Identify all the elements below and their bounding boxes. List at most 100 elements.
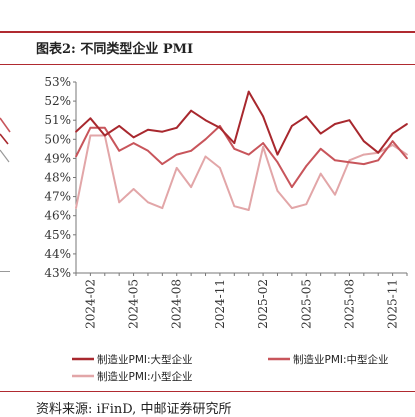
data-point [305, 115, 308, 118]
data-point [334, 123, 336, 125]
y-tick-label: 47% [44, 190, 71, 204]
x-tick-label: 2024-02 [83, 279, 97, 329]
source-note: 资料来源: iFinD, 中邮证券研究所 [36, 402, 232, 417]
data-point [362, 163, 365, 166]
x-tick-label: 2025-02 [256, 279, 270, 329]
data-point [118, 201, 121, 204]
data-point [362, 153, 365, 156]
data-point [190, 149, 193, 152]
data-point [377, 151, 380, 154]
data-point [219, 125, 221, 127]
data-point [175, 167, 178, 169]
series-layer [75, 90, 408, 211]
y-tick-label: 44% [44, 247, 71, 261]
data-point [161, 130, 164, 133]
data-point [391, 132, 394, 135]
data-point [362, 140, 365, 143]
legend-label-large: 制造业PMI:大型企业 [97, 353, 193, 366]
y-tick-label: 46% [44, 209, 71, 223]
data-point [391, 140, 394, 143]
data-point [334, 159, 336, 162]
data-point [291, 125, 293, 127]
data-point [204, 155, 207, 158]
data-point [89, 126, 92, 129]
x-tick-label: 2024-05 [127, 279, 141, 329]
data-point [305, 203, 308, 206]
data-point [103, 134, 106, 137]
data-point [161, 207, 164, 210]
series-line-medium-enterprise [75, 124, 408, 189]
data-point [147, 128, 149, 131]
data-point [348, 119, 351, 122]
series-line-large-enterprise [75, 90, 408, 156]
data-point [175, 126, 178, 129]
data-point [233, 142, 236, 145]
data-point [262, 115, 264, 118]
data-point [103, 126, 106, 129]
data-point [204, 138, 207, 141]
data-point [276, 190, 279, 192]
data-point [147, 201, 149, 204]
y-tick-label: 45% [44, 228, 71, 242]
y-tick-label: 50% [44, 132, 71, 146]
data-point [319, 132, 322, 135]
data-point [247, 153, 250, 156]
legend-label-medium: 制造业PMI:中型企业 [293, 353, 389, 366]
data-point [204, 119, 207, 122]
data-point [190, 186, 193, 189]
data-point [75, 130, 77, 133]
data-point [334, 193, 336, 196]
y-tick-label: 53% [44, 75, 71, 89]
data-point [132, 142, 135, 145]
data-point [219, 126, 221, 129]
series-points-medium [75, 125, 408, 189]
data-point [219, 167, 221, 169]
data-point [291, 186, 293, 189]
data-point [276, 153, 279, 156]
data-point [262, 142, 264, 145]
y-tick-label: 52% [44, 94, 71, 108]
data-point [118, 125, 121, 127]
x-tick-label: 2024-11 [213, 279, 227, 329]
series-line-small-enterprise [75, 134, 408, 211]
series-points-small [75, 134, 408, 211]
y-tick-label: 49% [44, 151, 71, 165]
data-point [89, 134, 92, 137]
data-point [175, 153, 178, 156]
data-point [147, 149, 149, 152]
data-point [406, 153, 408, 156]
adjacent-chart-fragment [0, 117, 11, 163]
data-point [262, 146, 264, 148]
data-point [247, 90, 250, 93]
data-point [233, 205, 236, 208]
data-point [406, 157, 408, 160]
data-point [132, 136, 135, 139]
data-point [89, 117, 92, 120]
data-point [233, 147, 236, 150]
y-axis: 43% 44% 45% 46% 47% 48% 49% 50% 51% 52% 53% [44, 75, 77, 280]
data-point [75, 207, 77, 210]
data-point [247, 209, 250, 211]
data-point [319, 172, 322, 175]
y-tick-label: 43% [44, 266, 71, 280]
chart-title: 图表2: 不同类型企业 PMI [36, 42, 194, 57]
y-tick-label: 51% [44, 113, 71, 127]
data-point [406, 123, 408, 125]
header-top-rule [0, 31, 415, 33]
x-tick-label: 2024-08 [170, 279, 184, 329]
footer-rule [0, 391, 415, 392]
x-tick-label: 2025-08 [342, 279, 356, 329]
data-point [291, 207, 293, 210]
y-tick-label: 48% [44, 171, 71, 185]
data-point [276, 161, 279, 164]
title-rule [0, 64, 415, 65]
data-point [305, 165, 308, 167]
data-point [190, 109, 193, 112]
x-axis: 2024-02 2024-05 2024-08 2024-11 2025-02 2025-… [75, 272, 408, 329]
data-point [161, 163, 164, 166]
adjacent-axis-tick [0, 271, 10, 272]
data-point [348, 159, 351, 162]
series-points-large [75, 90, 408, 156]
x-tick-label: 2025-11 [386, 279, 400, 329]
